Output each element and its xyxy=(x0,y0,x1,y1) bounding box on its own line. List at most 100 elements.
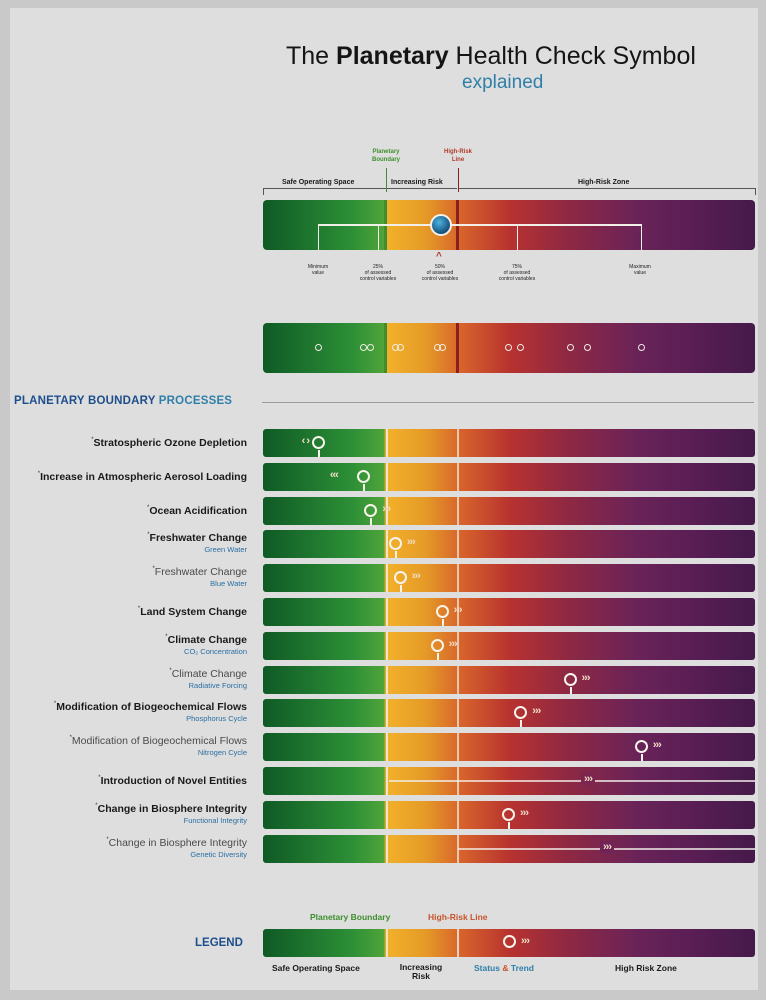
process-status-marker xyxy=(364,504,378,517)
key-tick-max xyxy=(641,224,642,250)
footnote-asterisk: * xyxy=(147,532,150,538)
process-status-marker xyxy=(514,706,528,719)
process-boundary-line xyxy=(386,666,388,694)
process-name: *Climate Change xyxy=(169,668,247,680)
zone-bracket-safe xyxy=(263,188,386,195)
process-highrisk-line xyxy=(457,497,459,525)
process-label: *Increase in Atmospheric Aerosol Loading xyxy=(38,471,247,483)
legend-status-trend-label: Status & Trend xyxy=(474,963,535,973)
key-gradient-bar xyxy=(263,200,755,250)
process-boundary-line xyxy=(386,767,388,795)
process-bar: ››› xyxy=(263,699,755,727)
highrisk-tick-line xyxy=(458,168,459,192)
zone-label-increasing: Increasing Risk xyxy=(391,179,443,186)
process-label: *Modification of Biogeochemical Flows Pho… xyxy=(54,701,247,723)
process-label: *Stratospheric Ozone Depletion xyxy=(91,437,247,449)
process-name: *Change in Biosphere Integrity xyxy=(95,803,247,815)
key-tick-75 xyxy=(517,224,518,250)
distribution-dot xyxy=(505,344,512,351)
process-marker-stem xyxy=(394,551,397,558)
process-label: *Climate Change CO₂ Concentration xyxy=(165,634,247,656)
trend-worsening-chevrons-icon: ››› xyxy=(382,503,391,515)
process-subtitle: Blue Water xyxy=(210,579,247,588)
process-unquantified-line xyxy=(389,780,755,782)
earth-icon xyxy=(430,214,452,236)
process-marker-stem xyxy=(640,754,643,761)
process-boundary-line xyxy=(386,733,388,761)
page-subtitle: explained xyxy=(462,72,544,93)
footnote-asterisk: * xyxy=(106,837,109,843)
process-bar: ››› xyxy=(263,564,755,592)
process-subtitle: Green Water xyxy=(204,545,247,554)
footnote-asterisk: * xyxy=(165,634,168,640)
distribution-dot xyxy=(517,344,525,351)
process-label: *Modification of Biogeochemical Flows Nit… xyxy=(70,735,247,757)
process-status-marker xyxy=(634,740,648,753)
process-subtitle: Functional Integrity xyxy=(183,816,247,825)
footnote-asterisk: * xyxy=(91,437,94,443)
process-bar: ››› xyxy=(263,733,755,761)
process-label: *Introduction of Novel Entities xyxy=(98,775,247,787)
key-label-min: Minimum value xyxy=(307,264,329,276)
process-status-marker xyxy=(311,436,325,449)
process-boundary-line xyxy=(386,530,388,558)
planetary-boundary-label: Planetary Boundary xyxy=(371,149,400,163)
process-highrisk-line xyxy=(457,733,459,761)
key-label-50: 50% of assessed control variables xyxy=(421,264,459,282)
legend-planetary-boundary: Planetary Boundary xyxy=(310,912,391,922)
distribution-dot xyxy=(359,344,367,351)
legend-title: LEGEND xyxy=(195,937,243,949)
trend-worsening-chevrons-icon: ››› xyxy=(453,604,463,616)
legend-highrisk-line xyxy=(457,929,459,957)
process-status-marker xyxy=(563,673,577,686)
zone-bracket-increasing xyxy=(387,188,457,195)
process-bar: ››› xyxy=(263,666,755,694)
process-marker-stem xyxy=(569,687,572,694)
process-marker-stem xyxy=(441,619,444,626)
process-highrisk-line xyxy=(457,666,459,694)
process-bar: ››› xyxy=(263,598,755,626)
process-marker-stem xyxy=(508,822,510,829)
process-name: *Change in Biosphere Integrity xyxy=(106,837,247,849)
key-tick-25 xyxy=(378,224,379,250)
trend-worsening-chevrons-icon: ››› xyxy=(406,536,416,548)
zone-label-highrisk: High-Risk Zone xyxy=(578,179,630,186)
process-status-marker xyxy=(393,571,407,584)
distribution-dot xyxy=(637,344,645,351)
process-name: *Stratospheric Ozone Depletion xyxy=(91,437,247,449)
process-boundary-line xyxy=(386,463,388,491)
process-boundary-line xyxy=(386,632,388,660)
page-title: The Planetary Health Check Symbol xyxy=(286,42,696,70)
process-highrisk-line xyxy=(457,530,459,558)
legend-safe-label: Safe Operating Space xyxy=(272,963,360,973)
process-status-marker xyxy=(435,605,449,618)
trend-worsening-chevrons-icon: ››› xyxy=(652,739,662,751)
process-label: *Land System Change xyxy=(138,606,247,618)
process-bar: ››› xyxy=(263,801,755,829)
process-bar: ››› xyxy=(263,497,755,525)
process-label: *Change in Biosphere Integrity Functional… xyxy=(95,803,247,825)
high-risk-line-label: High-Risk Line xyxy=(443,149,472,163)
process-highrisk-line xyxy=(457,429,459,457)
process-marker-stem xyxy=(520,720,523,727)
process-label: *Freshwater Change Blue Water xyxy=(152,566,247,588)
process-name: *Modification of Biogeochemical Flows xyxy=(53,701,247,713)
process-marker-stem xyxy=(317,450,320,457)
legend-bar: ››› xyxy=(263,929,755,957)
process-highrisk-line xyxy=(457,699,459,727)
process-name: *Land System Change xyxy=(137,606,247,618)
legend-high-risk-zone-label: High Risk Zone xyxy=(615,963,677,973)
process-name: *Ocean Acidification xyxy=(147,505,247,517)
process-subtitle: Genetic Diversity xyxy=(190,850,247,859)
process-label: *Ocean Acidification xyxy=(147,505,247,517)
footnote-asterisk: * xyxy=(152,566,155,572)
process-boundary-line xyxy=(386,598,388,626)
distribution-dot xyxy=(367,344,375,351)
trend-worsening-chevrons-icon: ››› xyxy=(520,807,529,819)
process-subtitle: Phosphorus Cycle xyxy=(186,714,247,723)
process-boundary-line xyxy=(386,497,388,525)
process-status-marker xyxy=(388,537,402,550)
process-status-marker xyxy=(502,808,515,821)
process-status-marker xyxy=(356,470,370,483)
zone-label-safe: Safe Operating Space xyxy=(282,179,355,186)
